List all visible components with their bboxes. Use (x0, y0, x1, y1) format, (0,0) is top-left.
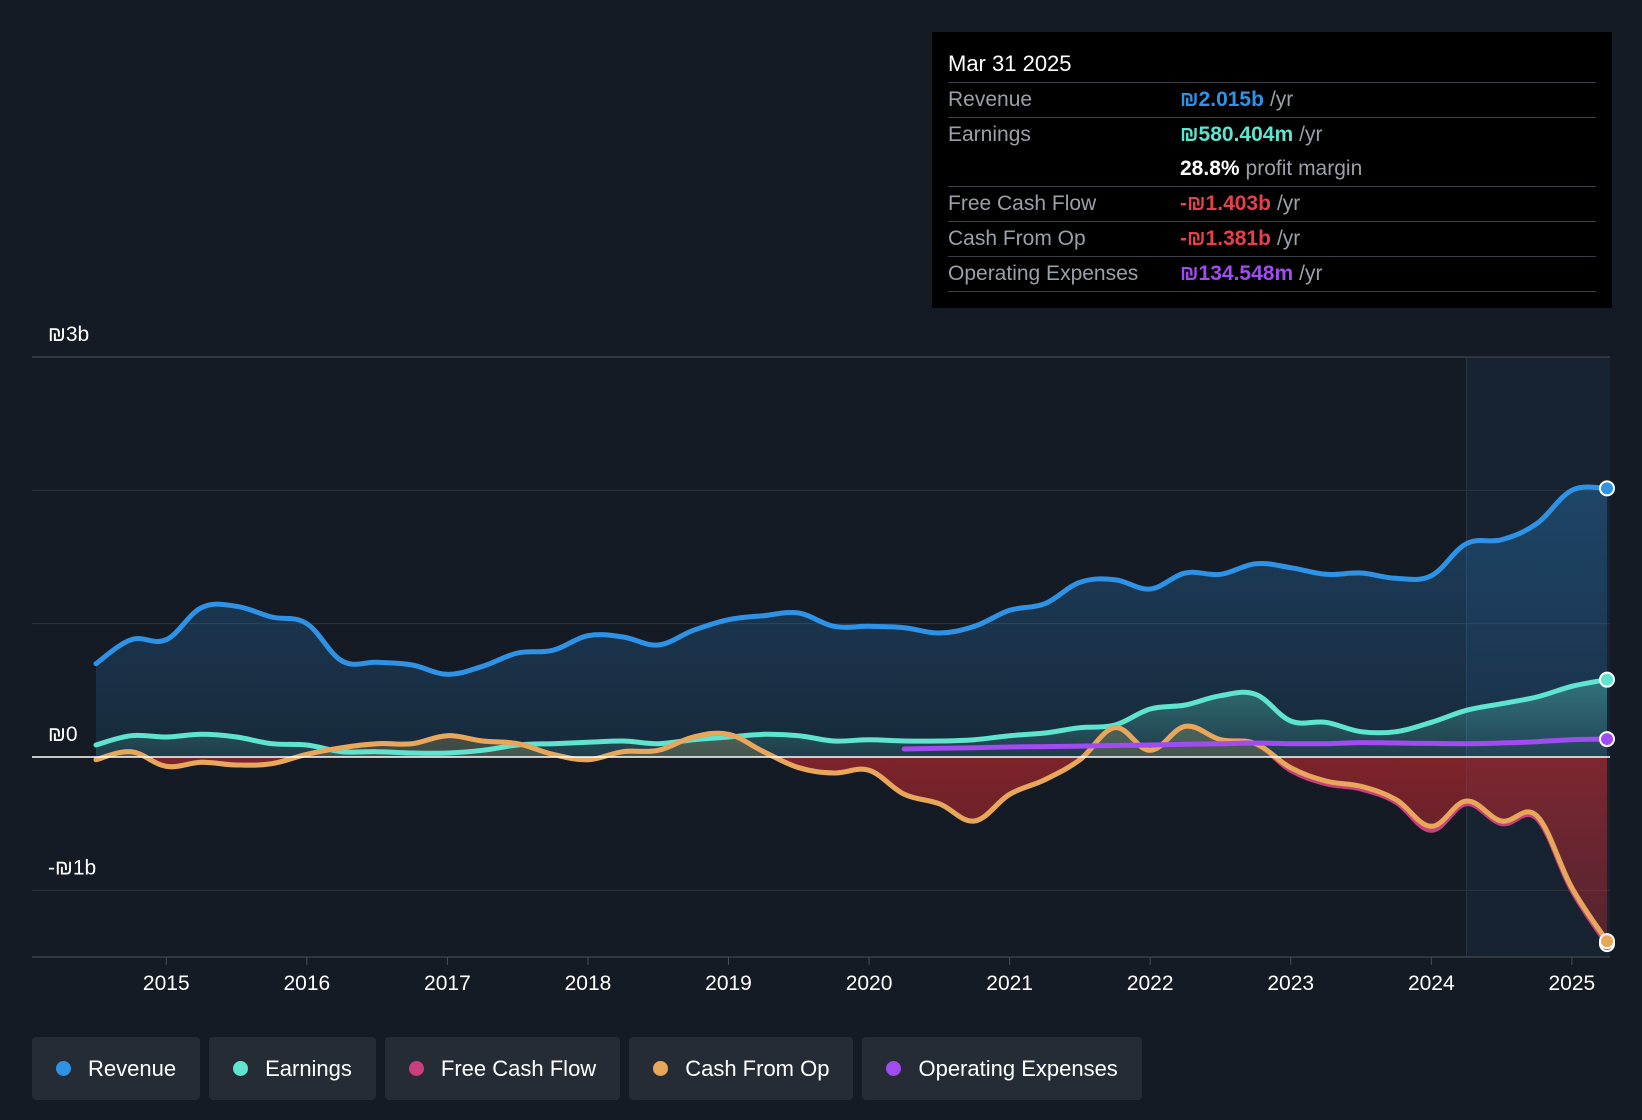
tooltip-unit: /yr (1276, 227, 1301, 250)
tooltip-row-revenue: Revenue ₪2.015b/yr (948, 83, 1596, 118)
area-fills (96, 486, 1607, 945)
legend-dot-icon (653, 1061, 669, 1076)
free-cash-flow-area-negative (96, 757, 1607, 945)
legend-item-revenue[interactable]: Revenue (32, 1037, 201, 1100)
legend-label: Earnings (265, 1055, 352, 1081)
tooltip-value: 28.8% (1180, 157, 1240, 180)
tooltip-value: ₪580.404m (1180, 123, 1294, 146)
tooltip-unit: /yr (1299, 123, 1323, 146)
tooltip-label: Revenue (948, 88, 1033, 111)
revenue-end-marker (1599, 480, 1615, 497)
tooltip-unit: /yr (1299, 262, 1323, 285)
legend-label: Revenue (88, 1055, 177, 1081)
operating-expenses-line (901, 736, 1610, 752)
y-axis-labels: ₪3b ₪0 -₪1b (48, 323, 96, 879)
tooltip-panel: Mar 31 2025 Revenue ₪2.015b/yr Earnings ₪58… (932, 32, 1612, 308)
y-tick-label: ₪3b (48, 323, 89, 346)
legend: Revenue Earnings Free Cash Flow Cash From O… (32, 1037, 1142, 1100)
tooltip-label: Free Cash Flow (948, 192, 1097, 215)
x-tick-label: 2024 (1408, 972, 1455, 995)
x-tick-label: 2018 (565, 972, 612, 995)
tooltip-date: Mar 31 2025 (948, 46, 1596, 83)
tooltip-label: Operating Expenses (948, 262, 1139, 285)
tooltip-value: ₪134.548m (1180, 262, 1294, 285)
x-tick-label: 2023 (1267, 972, 1314, 995)
x-tick-label: 2025 (1549, 972, 1596, 995)
x-tick-label: 2022 (1127, 972, 1174, 995)
series-lines (93, 484, 1610, 947)
y-tick-label: ₪0 (48, 723, 78, 746)
legend-item-operating-expenses[interactable]: Operating Expenses (862, 1037, 1142, 1100)
tooltip-value: -₪1.403b (1180, 192, 1271, 215)
tooltip-row-cash-from-op: Cash From Op -₪1.381b/yr (948, 222, 1596, 257)
revenue-area (96, 486, 1607, 757)
tooltip-unit: /yr (1276, 192, 1301, 215)
x-tick-label: 2016 (283, 972, 330, 995)
x-tick-label: 2015 (143, 972, 190, 995)
tooltip-unit: /yr (1269, 88, 1294, 111)
tooltip-label (948, 152, 1180, 186)
y-tick-label: -₪1b (48, 856, 96, 879)
tooltip-unit: profit margin (1245, 157, 1363, 180)
legend-dot-icon (233, 1061, 249, 1076)
revenue-line (93, 484, 1610, 677)
legend-label: Operating Expenses (918, 1055, 1118, 1081)
tooltip-row-free-cash-flow: Free Cash Flow -₪1.403b/yr (948, 187, 1596, 222)
tooltip-label: Earnings (948, 123, 1031, 146)
legend-label: Cash From Op (685, 1055, 830, 1081)
legend-dot-icon (56, 1061, 71, 1076)
x-axis-labels: 2015 2016 2017 2018 2019 2020 2021 2022 2023 2024… (32, 956, 1610, 995)
legend-dot-icon (886, 1061, 902, 1076)
tooltip-value: -₪1.381b (1180, 227, 1271, 250)
earnings-line (93, 677, 1610, 756)
legend-item-free-cash-flow[interactable]: Free Cash Flow (384, 1037, 621, 1100)
end-markers (1599, 480, 1615, 953)
legend-dot-icon (408, 1061, 424, 1076)
tooltip-row-profit-margin: 28.8% profit margin (948, 152, 1596, 187)
tooltip-label: Cash From Op (948, 227, 1086, 250)
operating-expenses-end-marker (1599, 731, 1615, 748)
x-tick-label: 2019 (705, 972, 752, 995)
x-tick-label: 2021 (986, 972, 1033, 995)
legend-item-earnings[interactable]: Earnings (209, 1037, 376, 1100)
legend-item-cash-from-op[interactable]: Cash From Op (629, 1037, 854, 1100)
tooltip-rows: Revenue ₪2.015b/yr Earnings ₪580.404m/yr 28.… (948, 83, 1596, 292)
earnings-area (96, 679, 1607, 757)
tooltip-row-earnings: Earnings ₪580.404m/yr (948, 118, 1596, 152)
cash-from-op-line (93, 723, 1610, 944)
x-tick-label: 2020 (846, 972, 893, 995)
cash-from-op-end-marker (1599, 933, 1615, 950)
legend-label: Free Cash Flow (440, 1055, 597, 1081)
x-tick-label: 2017 (424, 972, 471, 995)
tooltip-value: ₪2.015b (1180, 88, 1264, 111)
earnings-end-marker (1599, 671, 1615, 688)
tooltip-row-operating-expenses: Operating Expenses ₪134.548m/yr (948, 257, 1596, 292)
